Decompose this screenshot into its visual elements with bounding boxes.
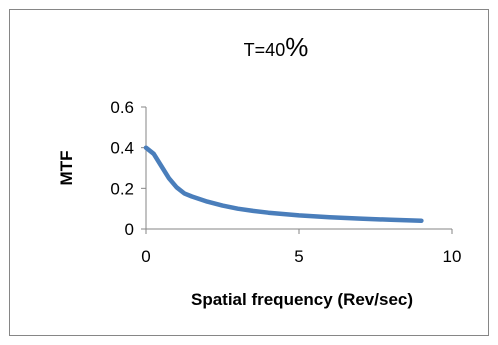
chart-title-percent: % bbox=[285, 32, 308, 62]
mtf-series-line bbox=[143, 145, 424, 223]
series-group bbox=[143, 145, 424, 223]
x-axis-label: Spatial frequency (Rev/sec) bbox=[191, 290, 413, 309]
x-axis-ticks: 0 5 10 bbox=[141, 229, 461, 266]
y-tick-label: 0.2 bbox=[110, 179, 134, 198]
y-tick-label: 0 bbox=[125, 220, 134, 239]
y-tick-label: 0.4 bbox=[110, 139, 134, 158]
chart-title-text: T=40 bbox=[244, 40, 286, 60]
chart-title: T=40% bbox=[244, 32, 309, 62]
y-axis-ticks: 0 0.2 0.4 0.6 bbox=[110, 98, 146, 239]
y-axis-label: MTF bbox=[57, 151, 76, 186]
x-tick-label: 0 bbox=[141, 247, 150, 266]
chart-area bbox=[9, 9, 489, 336]
x-tick-label: 10 bbox=[443, 247, 462, 266]
y-tick-label: 0.6 bbox=[110, 98, 134, 117]
x-tick-label: 5 bbox=[294, 247, 303, 266]
